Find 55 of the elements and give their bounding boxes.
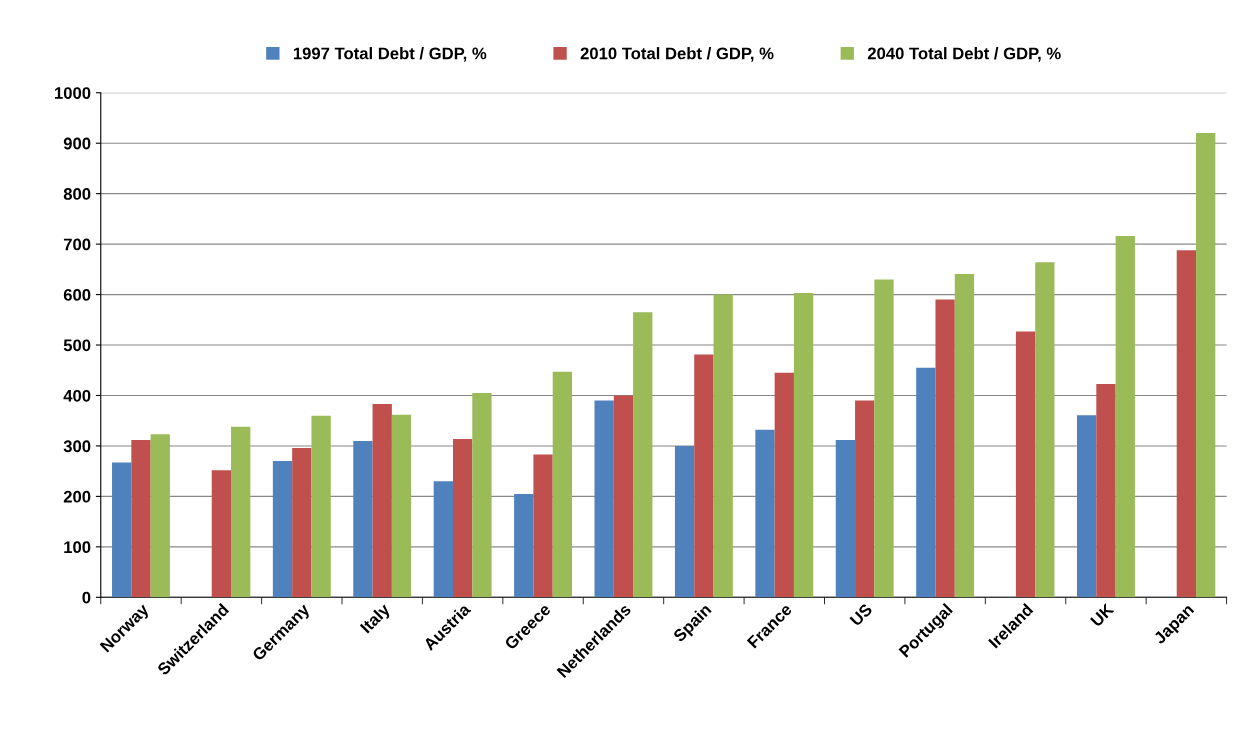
bar bbox=[452, 438, 473, 598]
legend-label: 2010 Total Debt / GDP, % bbox=[580, 47, 774, 62]
bar bbox=[916, 367, 936, 598]
bar bbox=[613, 395, 634, 598]
bar bbox=[633, 312, 653, 598]
bar bbox=[433, 481, 453, 598]
legend-label: 2040 Total Debt / GDP, % bbox=[867, 47, 1061, 62]
bar bbox=[855, 400, 875, 598]
bar bbox=[391, 414, 412, 598]
bar bbox=[112, 462, 132, 598]
y-tick-label: 600 bbox=[63, 288, 91, 301]
bar bbox=[774, 372, 794, 598]
bar bbox=[533, 454, 553, 598]
legend-label: 1997 Total Debt / GDP, % bbox=[293, 47, 487, 62]
y-tick-label: 900 bbox=[63, 137, 91, 150]
y-tick-label: 1000 bbox=[55, 87, 91, 99]
bar bbox=[231, 426, 251, 598]
bar bbox=[755, 429, 775, 598]
bar bbox=[552, 371, 572, 598]
bar bbox=[674, 445, 695, 598]
y-tick-label: 300 bbox=[63, 440, 91, 453]
bar bbox=[1115, 236, 1135, 598]
bar bbox=[594, 400, 614, 598]
bar bbox=[713, 294, 733, 598]
x-tick-label: US bbox=[849, 602, 873, 627]
bar bbox=[1035, 262, 1055, 598]
x-tick-label: UK bbox=[1090, 602, 1115, 628]
y-tick-label: 400 bbox=[63, 389, 91, 402]
bar bbox=[954, 273, 975, 598]
bar bbox=[793, 293, 814, 598]
bar bbox=[353, 440, 373, 598]
y-tick-label: 0 bbox=[82, 591, 91, 604]
bar bbox=[1015, 331, 1036, 598]
y-tick-label: 500 bbox=[63, 339, 91, 352]
bar bbox=[694, 354, 714, 598]
bar bbox=[211, 470, 232, 598]
y-tick-label: 800 bbox=[63, 188, 91, 200]
bar bbox=[1196, 133, 1216, 598]
y-tick-label: 100 bbox=[64, 541, 91, 554]
bar bbox=[1077, 415, 1097, 598]
bar bbox=[292, 447, 312, 598]
bar bbox=[311, 415, 331, 598]
bar bbox=[472, 392, 492, 598]
bar bbox=[935, 299, 955, 598]
bar bbox=[835, 439, 856, 598]
bar bbox=[874, 279, 894, 598]
bar bbox=[514, 493, 534, 598]
y-tick-label: 700 bbox=[63, 238, 91, 251]
bar bbox=[272, 461, 293, 598]
bar bbox=[150, 434, 170, 598]
bar bbox=[1176, 250, 1197, 598]
bar bbox=[131, 439, 151, 598]
bar bbox=[372, 404, 392, 598]
bar bbox=[1096, 383, 1116, 598]
y-tick-label: 200 bbox=[63, 490, 91, 503]
